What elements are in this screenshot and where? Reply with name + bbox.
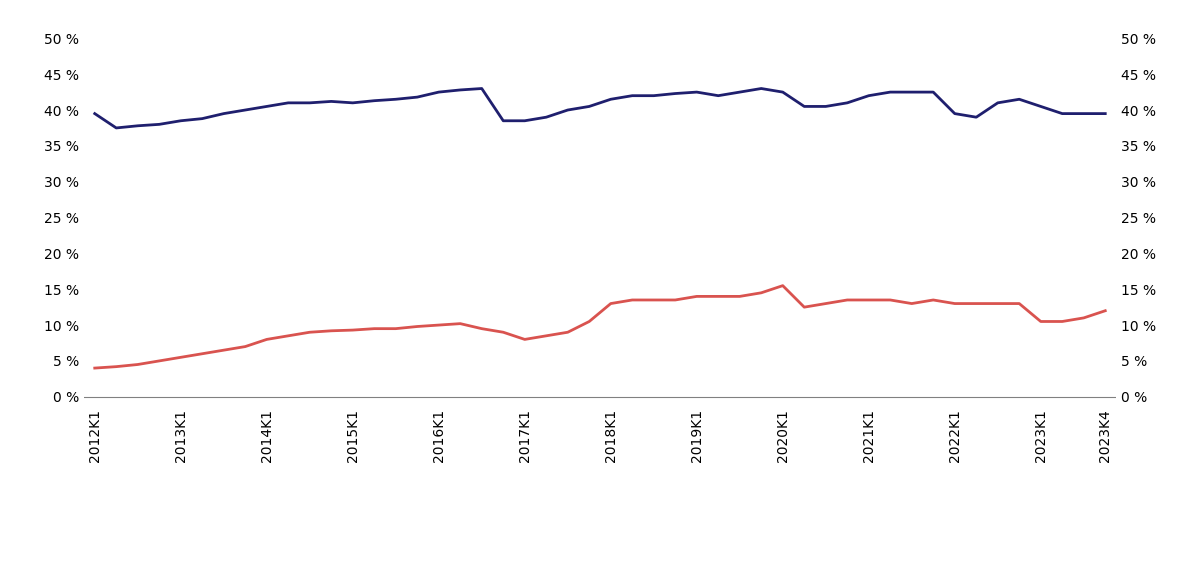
- Egenkapitalbevis: [238, 343, 252, 350]
- Aksjer: [625, 93, 640, 99]
- Egenkapitalbevis: [948, 300, 962, 307]
- Aksjer: [88, 111, 102, 117]
- Egenkapitalbevis: [109, 364, 124, 370]
- Egenkapitalbevis: [454, 320, 468, 327]
- Egenkapitalbevis: [754, 289, 768, 296]
- Aksjer: [775, 89, 790, 95]
- Egenkapitalbevis: [775, 282, 790, 289]
- Egenkapitalbevis: [432, 321, 446, 328]
- Egenkapitalbevis: [259, 336, 274, 343]
- Egenkapitalbevis: [131, 361, 145, 368]
- Aksjer: [496, 117, 510, 124]
- Egenkapitalbevis: [840, 297, 854, 304]
- Egenkapitalbevis: [1012, 300, 1026, 307]
- Egenkapitalbevis: [883, 297, 898, 304]
- Egenkapitalbevis: [690, 293, 704, 300]
- Aksjer: [926, 89, 941, 95]
- Aksjer: [582, 103, 596, 110]
- Aksjer: [196, 115, 210, 122]
- Aksjer: [818, 103, 833, 110]
- Egenkapitalbevis: [517, 336, 532, 343]
- Aksjer: [324, 98, 338, 105]
- Egenkapitalbevis: [1098, 307, 1112, 314]
- Aksjer: [797, 103, 811, 110]
- Aksjer: [948, 111, 962, 117]
- Aksjer: [1098, 111, 1112, 117]
- Egenkapitalbevis: [196, 351, 210, 357]
- Aksjer: [840, 99, 854, 106]
- Egenkapitalbevis: [216, 347, 230, 353]
- Egenkapitalbevis: [560, 329, 575, 335]
- Egenkapitalbevis: [970, 300, 984, 307]
- Egenkapitalbevis: [474, 325, 488, 332]
- Aksjer: [990, 99, 1004, 106]
- Aksjer: [754, 85, 768, 92]
- Aksjer: [970, 114, 984, 121]
- Egenkapitalbevis: [990, 300, 1004, 307]
- Egenkapitalbevis: [389, 325, 403, 332]
- Aksjer: [604, 96, 618, 103]
- Egenkapitalbevis: [1076, 315, 1091, 321]
- Egenkapitalbevis: [367, 325, 382, 332]
- Aksjer: [259, 103, 274, 110]
- Aksjer: [346, 99, 360, 106]
- Egenkapitalbevis: [174, 354, 188, 361]
- Aksjer: [367, 98, 382, 104]
- Aksjer: [668, 90, 683, 97]
- Egenkapitalbevis: [862, 297, 876, 304]
- Line: Egenkapitalbevis: Egenkapitalbevis: [95, 286, 1105, 368]
- Egenkapitalbevis: [797, 304, 811, 311]
- Aksjer: [174, 117, 188, 124]
- Aksjer: [474, 85, 488, 92]
- Aksjer: [690, 89, 704, 95]
- Aksjer: [152, 121, 167, 128]
- Aksjer: [454, 86, 468, 93]
- Aksjer: [281, 99, 295, 106]
- Egenkapitalbevis: [732, 293, 746, 300]
- Egenkapitalbevis: [582, 318, 596, 325]
- Aksjer: [410, 94, 425, 100]
- Aksjer: [131, 122, 145, 129]
- Egenkapitalbevis: [302, 329, 317, 335]
- Egenkapitalbevis: [88, 365, 102, 371]
- Aksjer: [732, 89, 746, 95]
- Aksjer: [389, 96, 403, 103]
- Aksjer: [883, 89, 898, 95]
- Egenkapitalbevis: [346, 327, 360, 333]
- Egenkapitalbevis: [712, 293, 726, 300]
- Line: Aksjer: Aksjer: [95, 89, 1105, 128]
- Egenkapitalbevis: [818, 300, 833, 307]
- Aksjer: [238, 107, 252, 113]
- Aksjer: [302, 99, 317, 106]
- Egenkapitalbevis: [152, 357, 167, 364]
- Aksjer: [647, 93, 661, 99]
- Aksjer: [712, 93, 726, 99]
- Aksjer: [1033, 103, 1048, 110]
- Aksjer: [1012, 96, 1026, 103]
- Aksjer: [432, 89, 446, 95]
- Aksjer: [109, 125, 124, 131]
- Aksjer: [216, 111, 230, 117]
- Aksjer: [905, 89, 919, 95]
- Egenkapitalbevis: [281, 333, 295, 339]
- Egenkapitalbevis: [668, 297, 683, 304]
- Egenkapitalbevis: [1055, 318, 1069, 325]
- Egenkapitalbevis: [647, 297, 661, 304]
- Egenkapitalbevis: [496, 329, 510, 335]
- Egenkapitalbevis: [905, 300, 919, 307]
- Aksjer: [539, 114, 553, 121]
- Egenkapitalbevis: [410, 323, 425, 330]
- Aksjer: [517, 117, 532, 124]
- Egenkapitalbevis: [926, 297, 941, 304]
- Egenkapitalbevis: [604, 300, 618, 307]
- Aksjer: [862, 93, 876, 99]
- Egenkapitalbevis: [324, 328, 338, 334]
- Egenkapitalbevis: [1033, 318, 1048, 325]
- Aksjer: [1076, 111, 1091, 117]
- Egenkapitalbevis: [539, 333, 553, 339]
- Aksjer: [560, 107, 575, 113]
- Egenkapitalbevis: [625, 297, 640, 304]
- Aksjer: [1055, 111, 1069, 117]
